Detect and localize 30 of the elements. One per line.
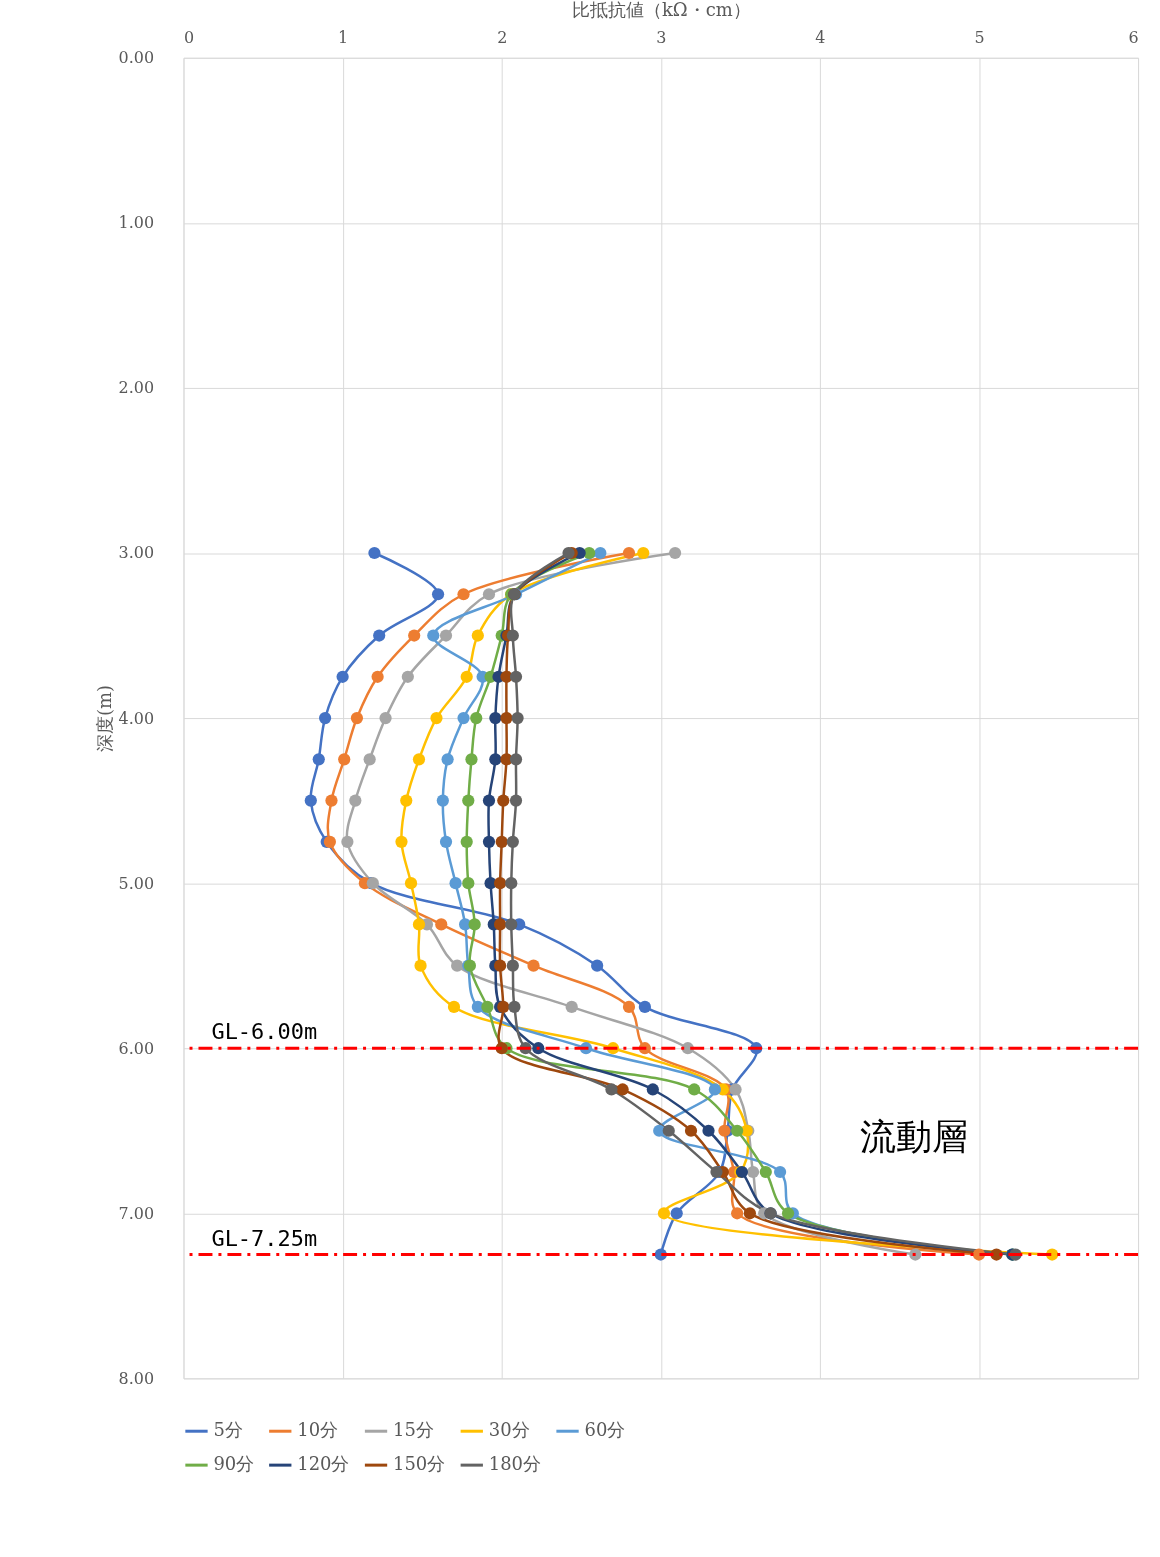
x-tick-label: 5 (974, 28, 985, 48)
x-tick-label: 3 (656, 28, 667, 48)
y-tick-label: 4.00 (118, 708, 155, 728)
y-tick-label: 1.00 (118, 213, 155, 233)
legend-label: 10分 (297, 1419, 339, 1441)
annotation: 流動層 (859, 1115, 968, 1157)
y-tick-label: 3.00 (118, 543, 155, 563)
legend-label: 60分 (584, 1419, 626, 1441)
y-tick-label: 2.00 (118, 378, 155, 398)
y-axis-title: 深度(m) (93, 685, 115, 753)
y-tick-label: 5.00 (118, 873, 155, 893)
ref-line-label: GL-6.00m (211, 1019, 318, 1045)
y-tick-label: 7.00 (118, 1203, 155, 1223)
x-tick-label: 0 (184, 28, 195, 48)
legend-label: 30分 (488, 1419, 530, 1441)
y-tick-label: 6.00 (118, 1038, 155, 1058)
legend-label: 90分 (213, 1453, 255, 1475)
legend-label: 180分 (488, 1453, 541, 1475)
legend-label: 120分 (297, 1453, 350, 1475)
x-tick-label: 2 (497, 28, 508, 48)
y-tick-label: 8.00 (118, 1368, 155, 1388)
legend-label: 5分 (213, 1419, 243, 1441)
legend-label: 150分 (392, 1453, 446, 1475)
x-axis-title: 比抵抗値（kΩ・cm） (571, 0, 751, 21)
x-tick-label: 4 (815, 28, 826, 48)
ref-line-label: GL-7.25m (211, 1225, 318, 1251)
y-tick-label: 0.00 (118, 48, 155, 68)
x-tick-label: 6 (1128, 28, 1139, 48)
x-tick-label: 1 (338, 28, 349, 48)
legend-label: 15分 (392, 1419, 434, 1441)
